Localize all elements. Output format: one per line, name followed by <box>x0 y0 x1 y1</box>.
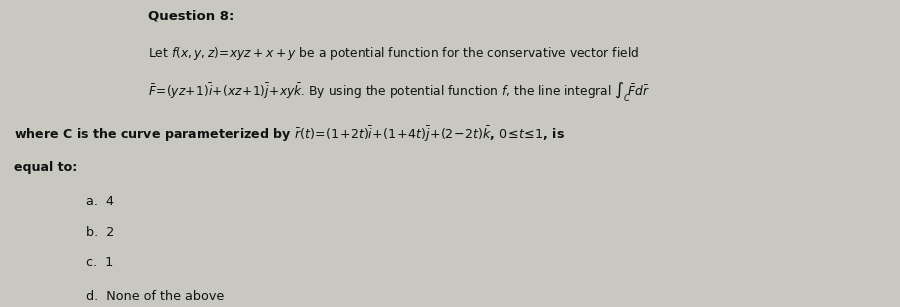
Text: d.  None of the above: d. None of the above <box>86 290 224 303</box>
Text: b.  2: b. 2 <box>86 226 113 239</box>
Text: a.  4: a. 4 <box>86 195 113 208</box>
Text: where C is the curve parameterized by $\bar{r}(t)\!=\!(1\!+\!2t)\bar{i}\!+\!(1\!: where C is the curve parameterized by $\… <box>14 124 564 144</box>
Text: $\bar{F}\!=\!(yz\!+\!1)\bar{i}\!+\!(xz\!+\!1)\bar{j}\!+\!xy\bar{k}$. By using th: $\bar{F}\!=\!(yz\!+\!1)\bar{i}\!+\!(xz\!… <box>148 80 651 104</box>
Text: equal to:: equal to: <box>14 161 76 174</box>
Text: Let $f(x, y, z)\!=\!xyz+x+y$ be a potential function for the conservative vector: Let $f(x, y, z)\!=\!xyz+x+y$ be a potent… <box>148 45 640 61</box>
Text: c.  1: c. 1 <box>86 256 112 269</box>
Text: Question 8:: Question 8: <box>148 9 235 22</box>
